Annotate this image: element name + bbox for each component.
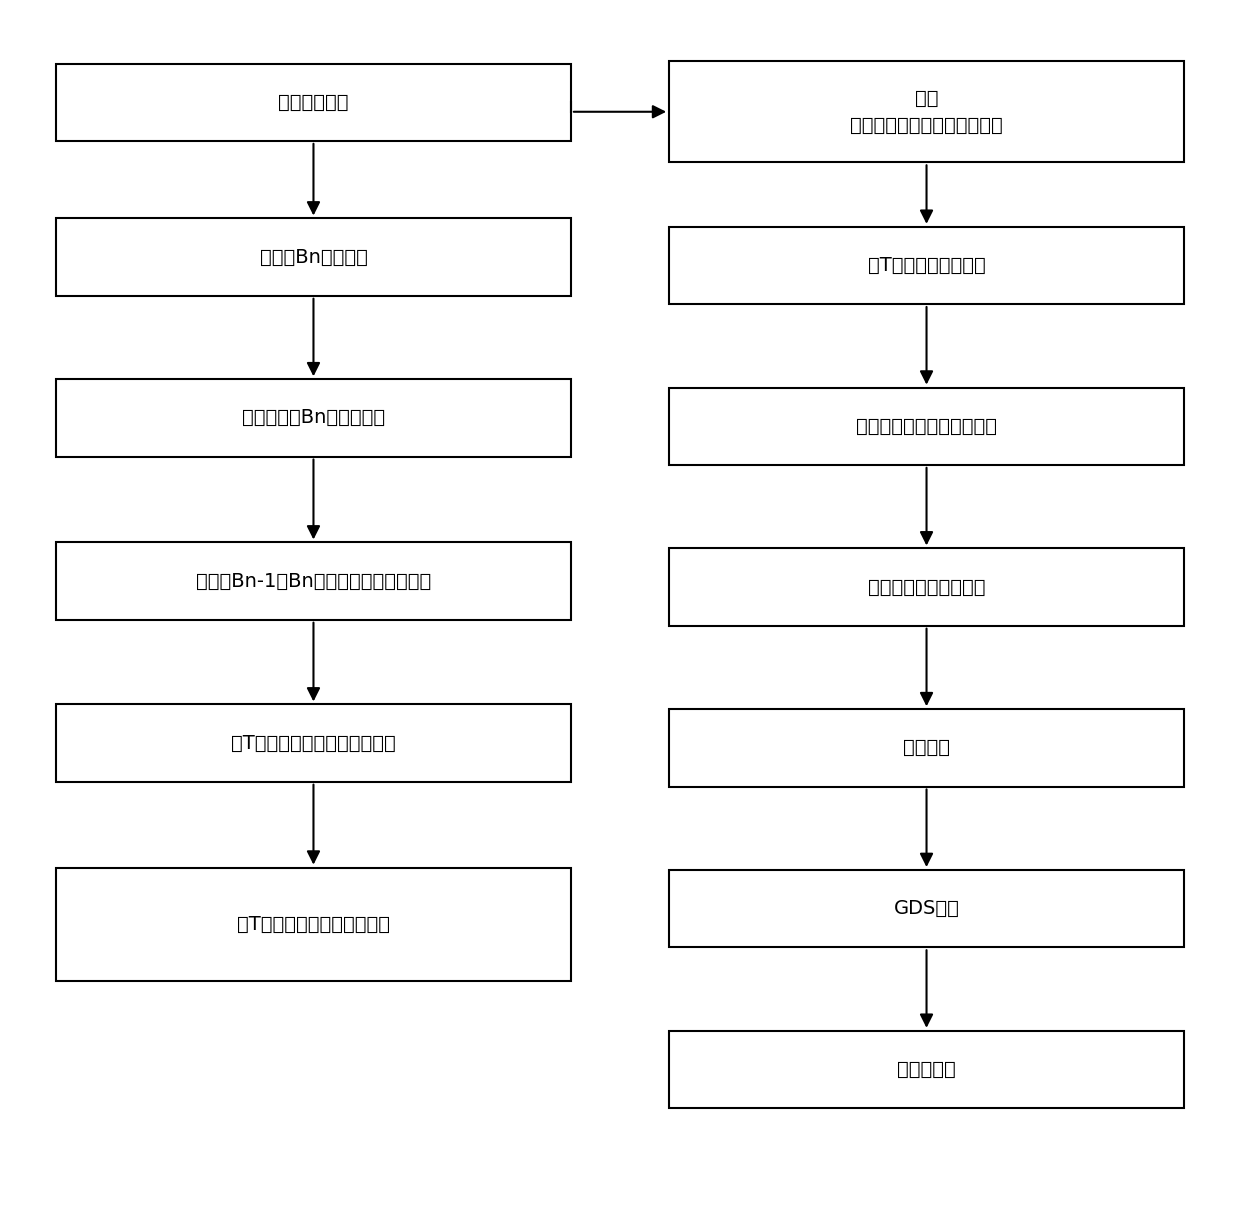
Text: 全芯片的静态时序分析: 全芯片的静态时序分析 bbox=[868, 577, 986, 596]
FancyBboxPatch shape bbox=[670, 61, 1184, 163]
Text: 提取硬模块Bn时钟树信息: 提取硬模块Bn时钟树信息 bbox=[242, 408, 386, 428]
Text: 硬模块Bn物理实现: 硬模块Bn物理实现 bbox=[259, 247, 367, 266]
FancyBboxPatch shape bbox=[670, 388, 1184, 465]
FancyBboxPatch shape bbox=[56, 380, 570, 457]
Text: 顶层布局规划: 顶层布局规划 bbox=[278, 93, 348, 112]
FancyBboxPatch shape bbox=[56, 705, 570, 782]
FancyBboxPatch shape bbox=[56, 64, 570, 141]
Text: 抽取硬模块的接口时序模型: 抽取硬模块的接口时序模型 bbox=[856, 417, 997, 436]
FancyBboxPatch shape bbox=[56, 218, 570, 295]
Text: 在T中进行布线的生成: 在T中进行布线的生成 bbox=[868, 255, 986, 275]
Text: 在T中进行顶层时钟树的生成: 在T中进行顶层时钟树的生成 bbox=[237, 915, 389, 934]
FancyBboxPatch shape bbox=[56, 542, 570, 619]
FancyBboxPatch shape bbox=[56, 868, 570, 981]
Text: 物理验证: 物理验证 bbox=[903, 739, 950, 757]
FancyBboxPatch shape bbox=[670, 227, 1184, 304]
FancyBboxPatch shape bbox=[670, 548, 1184, 625]
FancyBboxPatch shape bbox=[670, 709, 1184, 787]
Text: 生产与封测: 生产与封测 bbox=[898, 1060, 956, 1078]
Text: 硬模块Bn-1与Bn间的时钟树偏差的获取: 硬模块Bn-1与Bn间的时钟树偏差的获取 bbox=[196, 571, 432, 590]
FancyBboxPatch shape bbox=[670, 870, 1184, 947]
FancyBboxPatch shape bbox=[670, 1030, 1184, 1109]
Text: GDS生成: GDS生成 bbox=[894, 899, 960, 918]
Text: 顶层
接口时序和硬模块间时序修复: 顶层 接口时序和硬模块间时序修复 bbox=[851, 89, 1003, 135]
Text: 在T中插入时钟树偏差补偿装置: 在T中插入时钟树偏差补偿装置 bbox=[231, 734, 396, 753]
